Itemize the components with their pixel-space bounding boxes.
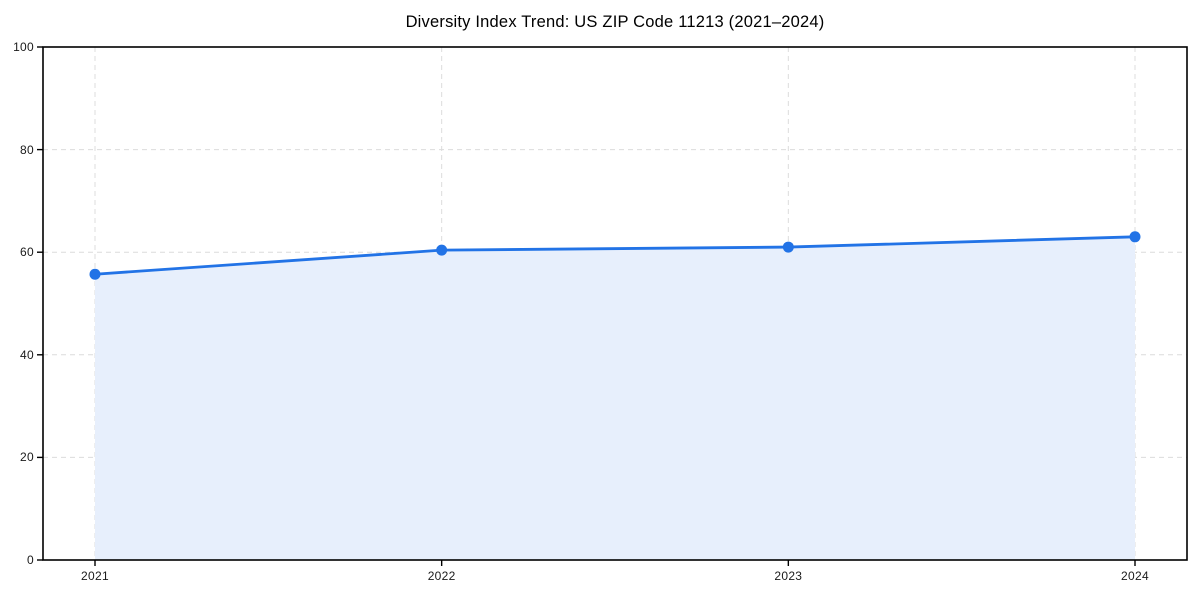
axes-spines — [42, 46, 1188, 561]
series-line — [93, 235, 1137, 276]
chart-title: Diversity Index Trend: US ZIP Code 11213… — [405, 13, 825, 31]
data-point — [1129, 231, 1141, 243]
y-axis-tick-label: 100 — [13, 40, 34, 54]
y-axis-tick-label: 60 — [20, 245, 34, 260]
x-axis-tick-label: 2022 — [427, 569, 456, 583]
y-axis-tick-label: 80 — [20, 142, 34, 157]
y-axis-tick-label: 40 — [20, 347, 34, 362]
x-axis-tick-label: 2021 — [81, 569, 109, 583]
x-axis-tick-label: 2023 — [774, 569, 803, 583]
area-fill — [95, 236, 1135, 560]
y-axis-tick-label: 20 — [20, 450, 34, 465]
data-point — [89, 268, 101, 280]
x-axis-tick-label: 2024 — [1121, 569, 1149, 583]
data-point — [436, 244, 448, 256]
y-axis-tick-label: 0 — [27, 553, 34, 567]
data-point — [782, 241, 794, 253]
